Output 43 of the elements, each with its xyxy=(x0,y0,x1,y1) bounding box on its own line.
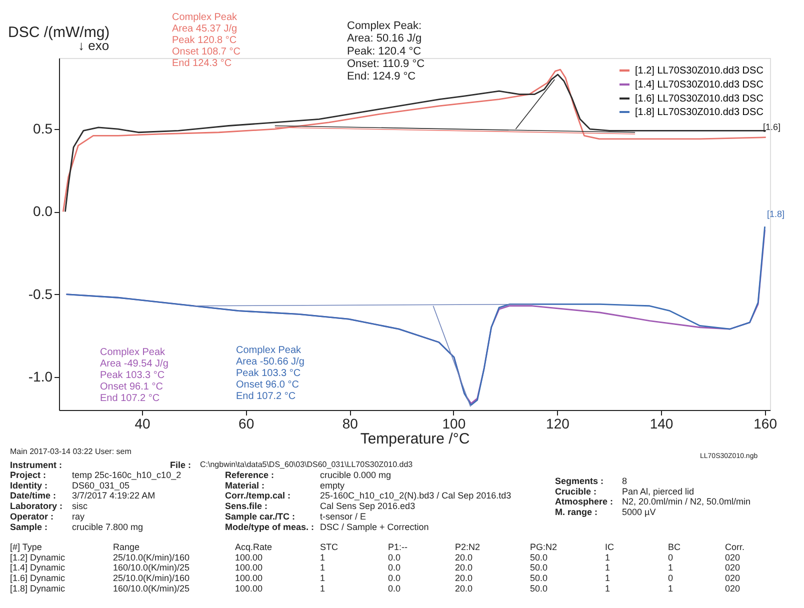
x-tick-label: 80 xyxy=(342,416,358,432)
annotation: [1.8] xyxy=(767,209,785,219)
text: Acq.Rate 100.00 100.00 100.00 100.00 xyxy=(235,542,272,594)
text: crucible 0.000 mg empty 25-160C_h10_c10_2(N).bd3 / Cal Sep 2016.td3 Cal Sens Sep 2016.ed3 t-sensor / E DSC / Sample + Correction xyxy=(320,470,512,532)
annotation: Complex Peak Area -49.54 J/g Peak 103.3 °C Onset 96.1 °C End 107.2 °C xyxy=(100,347,168,404)
text: Corr. 020 020 020 020 xyxy=(725,542,745,594)
annotation: Complex Peak: Area: 50.16 J/g Peak: 120.4 °C Onset: 110.9 °C End: 124.9 °C xyxy=(347,20,425,83)
y-tick-label: -0.5 xyxy=(28,286,53,302)
x-tick-label: 140 xyxy=(650,416,674,432)
y-tick-label: 0.0 xyxy=(33,203,53,220)
x-tick-label: 120 xyxy=(546,416,570,432)
text: temp 25c-160c_h10_c10_2 DS60_031_05 3/7/2017 4:19:22 AM sisc ray crucible 7.800 mg xyxy=(72,470,182,532)
legend-label: [1.4] LL70S30Z010.dd3 DSC xyxy=(635,80,764,90)
x-axis-title: Temperature /°C xyxy=(360,430,470,448)
text: STC 1 1 1 1 xyxy=(320,542,338,594)
text: Range 25/10.0(K/min)/160 160/10.0(K/min)/25 25/10.0(K/min)/160 160/10.0(K/min)/25 xyxy=(113,542,190,594)
text: [#] Type [1.2] Dynamic [1.4] Dynamic [1.6] Dynamic [1.8] Dynamic xyxy=(10,542,66,594)
text: Segments : Crucible : Atmosphere : M. range : xyxy=(555,476,614,518)
text: File : xyxy=(170,460,192,470)
text: IC 1 1 1 1 xyxy=(605,542,614,594)
text: PG:N2 50.0 50.0 50.0 50.0 xyxy=(530,542,558,594)
y-axis-title: DSC /(mW/mg) xyxy=(8,24,110,41)
legend-label: [1.2] LL70S30Z010.dd3 DSC xyxy=(635,66,764,76)
text: Project : Identity : Date/time : Laboratory : Operator : Sample : xyxy=(10,470,63,532)
text: P2:N2 20.0 20.0 20.0 20.0 xyxy=(455,542,480,594)
legend-label: [1.6] LL70S30Z010.dd3 DSC xyxy=(635,94,764,104)
y-tick-label: -1.0 xyxy=(28,368,53,384)
text: C:\ngbwin\ta\data5\DS_60\03\DS60_031\LL70S30Z010.dd3 xyxy=(200,460,414,469)
x-tick-label: 40 xyxy=(134,416,151,432)
text: BC 0 1 0 1 xyxy=(668,542,682,594)
text: P1:-- 0.0 0.0 0.0 0.0 xyxy=(388,542,408,594)
x-tick-label: 100 xyxy=(442,416,466,432)
annotation: Complex Peak Area 45.37 J/g Peak 120.8 °C Onset 108.7 °C End 124.3 °C xyxy=(172,12,240,69)
legend-label: [1.8] LL70S30Z010.dd3 DSC xyxy=(635,107,764,118)
annotation: [1.6] xyxy=(763,122,781,132)
text: Main 2017-03-14 03:22 User: sem xyxy=(10,447,132,456)
y-tick-label: 0.5 xyxy=(33,120,53,137)
annotation: Complex Peak Area -50.66 J/g Peak 103.3 °C Onset 96.0 °C End 107.2 °C xyxy=(236,345,304,402)
text: 8 Pan Al, pierced lid N2, 20.0ml/min / N2, 50.0ml/min 5000 µV xyxy=(622,476,751,518)
x-tick-label: 60 xyxy=(238,416,254,432)
text: Reference : Material : Corr./temp.cal : Sens.file : Sample car./TC : Mode/type of meas. : xyxy=(225,470,314,532)
x-tick-label: 160 xyxy=(754,416,778,432)
text: Instrument : xyxy=(10,460,62,470)
